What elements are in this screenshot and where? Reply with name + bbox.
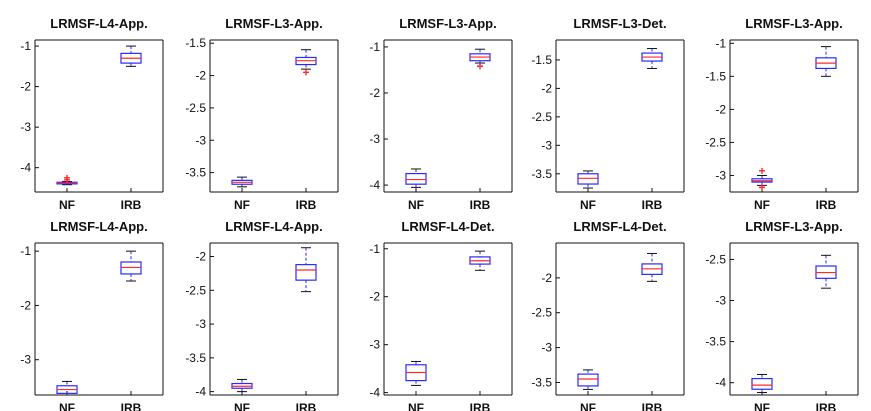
y-tick-label: -4 [20,161,31,175]
iqr-box [751,377,773,390]
y-tick-label: -2 [541,271,552,285]
chart-panel: LRMSF-L3-App. -1.5 -2 -2.5 -3 -3.5 NF IRB [185,16,339,212]
y-tick-label: -4 [715,376,726,390]
iqr-box [577,373,599,387]
x-tick-label: IRB [296,198,317,212]
x-tick-label: IRB [470,401,491,411]
x-tick-label: IRB [642,198,663,212]
y-tick-label: -3 [20,353,31,367]
y-tick-label: -3 [369,338,380,352]
panel-title: LRMSF-L4-Det. [573,219,666,234]
y-tick-label: -2 [369,86,380,100]
chart-panel: LRMSF-L4-App. -1 -2 -3 NF IRB [20,219,164,411]
y-tick-label: -3.5 [185,351,206,365]
chart-panel: LRMSF-L3-App. -1 -1.5 -2 -2.5 -3 NF IRB [705,16,859,212]
x-tick-label: NF [234,401,250,411]
y-tick-label: -2 [195,69,206,83]
y-tick-label: -3 [195,317,206,331]
chart-panel: LRMSF-L4-App. -2 -2.5 -3 -3.5 -4 NF IRB [185,219,339,411]
y-tick-label: -2 [20,80,31,94]
x-tick-label: NF [754,198,770,212]
x-tick-label: IRB [296,401,317,411]
y-tick-label: -2.5 [705,135,726,149]
chart-panel: LRMSF-L3-Det. -1.5 -2 -2.5 -3 -3.5 NF IRB [531,16,685,212]
y-tick-label: -1 [369,242,380,256]
y-tick-label: -3.5 [705,335,726,349]
panel-title: LRMSF-L3-App. [745,16,842,31]
y-tick-label: -1.5 [185,36,206,50]
y-tick-label: -2 [195,250,206,264]
x-tick-label: NF [408,198,424,212]
x-tick-label: NF [754,401,770,411]
panel-title: LRMSF-L4-App. [225,219,322,234]
y-tick-label: -1 [369,40,380,54]
panel-title: LRMSF-L3-App. [225,16,322,31]
y-tick-label: -4 [369,178,380,192]
y-tick-label: -3 [20,120,31,134]
outlier-marker [759,184,765,191]
iqr-box [295,264,317,281]
y-tick-label: -2.5 [531,306,552,320]
x-tick-label: IRB [816,198,837,212]
outlier-marker [303,69,309,76]
y-tick-label: -1 [20,244,31,258]
y-tick-label: -3 [369,132,380,146]
y-tick-label: -3 [195,133,206,147]
y-tick-label: -2 [715,102,726,116]
y-tick-label: -3 [541,138,552,152]
y-tick-label: -3 [541,341,552,355]
y-tick-label: -1 [20,39,31,53]
panel-title: LRMSF-L3-App. [745,219,842,234]
panel-title: LRMSF-L4-Det. [401,219,494,234]
y-tick-label: -1.5 [705,69,726,83]
y-tick-label: -3.5 [531,375,552,389]
outlier-marker [759,167,765,174]
chart-panel: LRMSF-L4-Det. -1 -2 -3 -4 NF IRB [369,219,513,411]
x-tick-label: IRB [470,198,491,212]
panel-title: LRMSF-L4-App. [50,16,147,31]
y-tick-label: -2 [369,290,380,304]
y-tick-label: -2.5 [185,283,206,297]
y-tick-label: -3 [715,294,726,308]
y-tick-label: -2 [541,81,552,95]
x-tick-label: IRB [121,198,142,212]
outlier-marker [477,63,483,70]
y-tick-label: -2.5 [185,101,206,115]
y-tick-label: -3 [715,168,726,182]
chart-panel: LRMSF-L4-App. -1 -2 -3 -4 NF IRB [20,16,164,212]
panel-title: LRMSF-L3-App. [399,16,496,31]
x-tick-label: NF [59,401,75,411]
y-tick-label: -2 [20,298,31,312]
panel-title: LRMSF-L3-Det. [573,16,666,31]
y-tick-label: -1 [715,36,726,50]
iqr-box [405,172,427,185]
y-tick-label: -3.5 [185,166,206,180]
x-tick-label: IRB [816,401,837,411]
y-tick-label: -3.5 [531,167,552,181]
x-tick-label: IRB [642,401,663,411]
y-tick-label: -2.5 [705,252,726,266]
y-tick-label: -4 [195,385,206,399]
chart-panel: LRMSF-L4-Det. -2 -2.5 -3 -3.5 NF IRB [531,219,685,411]
x-tick-label: NF [408,401,424,411]
x-tick-label: NF [580,198,596,212]
y-tick-label: -4 [369,386,380,400]
y-tick-label: -1.5 [531,53,552,67]
x-tick-label: NF [234,198,250,212]
chart-panel: LRMSF-L3-App. -2.5 -3 -3.5 -4 NF IRB [705,219,859,411]
chart-panel: LRMSF-L3-App. -1 -2 -3 -4 NF IRB [369,16,513,212]
panel-title: LRMSF-L4-App. [50,219,147,234]
x-tick-label: NF [580,401,596,411]
outlier-marker [64,176,70,183]
x-tick-label: NF [59,198,75,212]
y-tick-label: -2.5 [531,110,552,124]
x-tick-label: IRB [121,401,142,411]
